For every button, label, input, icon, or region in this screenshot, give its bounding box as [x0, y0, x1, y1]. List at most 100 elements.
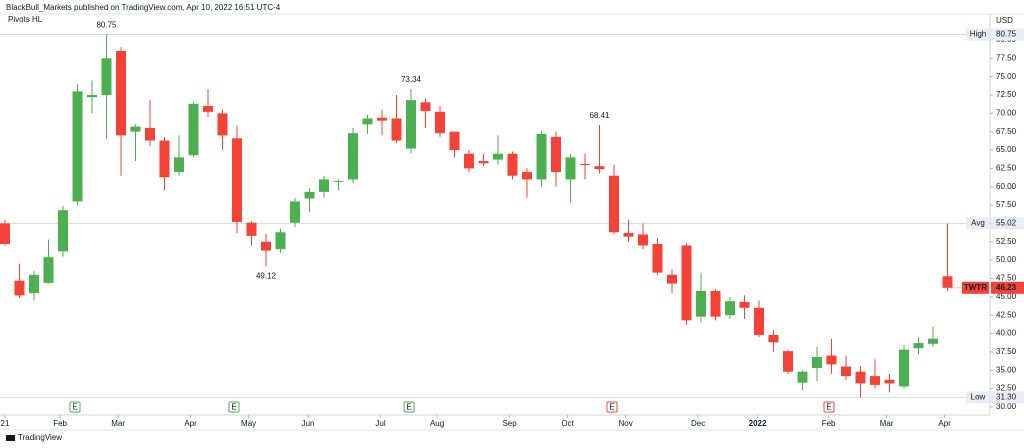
y-tick-label: 75.00: [996, 72, 1017, 81]
x-tick-label: Mar: [111, 419, 125, 428]
x-tick-label: 21: [1, 419, 10, 428]
candle-body: [406, 100, 416, 149]
level-value: 31.30: [996, 392, 1017, 401]
candle-body: [638, 234, 648, 246]
earnings-label: E: [231, 403, 236, 412]
earnings-label: E: [826, 403, 831, 412]
candle-body: [667, 274, 677, 284]
candle-body: [565, 157, 576, 180]
pivot-label: 68.41: [589, 111, 610, 120]
y-tick-label: 42.50: [996, 310, 1017, 319]
level-value: 80.75: [996, 30, 1017, 39]
candle-body: [826, 355, 837, 365]
level-name-box: [966, 217, 989, 230]
x-tick-label: Aug: [430, 419, 444, 428]
y-tick-label: 57.50: [996, 200, 1017, 209]
earnings-marker: [823, 401, 835, 413]
x-tick-label: Jun: [302, 419, 315, 428]
earnings-label: E: [609, 403, 614, 412]
candle-body: [116, 50, 126, 136]
candle-body: [391, 118, 402, 141]
x-tick-label: May: [241, 419, 256, 428]
symbol-label: TWTR: [964, 283, 987, 292]
candle-body: [522, 172, 532, 180]
candle-body: [464, 153, 474, 169]
earnings-marker: [69, 401, 81, 413]
pivot-label: 73.34: [401, 75, 422, 84]
candle-body: [232, 138, 242, 222]
brand-logo: [6, 435, 15, 441]
candle-body: [275, 232, 286, 250]
x-tick-label: Oct: [561, 419, 574, 428]
candle-body: [217, 113, 228, 136]
pivot-label: 80.75: [96, 21, 117, 30]
candle-body: [333, 180, 344, 182]
candle-body: [551, 136, 561, 173]
level-value-box: [991, 28, 1024, 41]
earnings-label: E: [72, 403, 77, 412]
y-tick-label: 62.50: [996, 164, 1017, 173]
candle-body: [72, 91, 83, 202]
candle-body: [174, 157, 184, 173]
last-price-label: 46.23: [996, 283, 1017, 292]
earnings-label: E: [406, 403, 411, 412]
candle-body: [58, 210, 68, 252]
brand: TradingView: [18, 433, 62, 442]
candle-body: [783, 351, 793, 372]
y-tick-label: 65.00: [996, 145, 1017, 154]
y-tick-label: 37.50: [996, 347, 1017, 356]
candle-body: [87, 95, 97, 98]
candle-body: [14, 280, 25, 296]
candle-body: [188, 103, 199, 156]
symbol-box: [962, 281, 989, 294]
y-tick-label: 35.00: [996, 365, 1017, 374]
candle-body: [261, 241, 271, 251]
candle-body: [377, 117, 387, 121]
candle-body: [203, 106, 213, 112]
x-tick-label: Jul: [375, 419, 385, 428]
candle-body: [942, 276, 953, 288]
candle-body: [130, 126, 141, 132]
candle-body: [652, 243, 663, 273]
y-tick-label: 72.50: [996, 90, 1017, 99]
candle-body: [449, 131, 460, 151]
candle-body: [29, 274, 39, 294]
currency: USD: [996, 16, 1013, 25]
level-name: Avg: [971, 218, 985, 227]
candle-body: [348, 133, 358, 180]
x-tick-label: Dec: [691, 419, 705, 428]
candle-body: [246, 222, 257, 236]
candle-body: [507, 153, 518, 176]
candle-body: [159, 140, 170, 178]
candle-body: [145, 128, 155, 141]
candle-body: [493, 153, 503, 160]
level-value-box: [991, 217, 1024, 230]
candle-body: [536, 133, 547, 180]
candle-body: [290, 201, 300, 223]
x-tick-label: Apr: [184, 419, 197, 428]
y-tick-label: 30.00: [996, 402, 1017, 411]
candle-body: [884, 379, 895, 384]
x-tick-label: Apr: [938, 419, 951, 428]
candle-body: [101, 58, 112, 95]
x-tick-label: 2022: [749, 419, 767, 428]
candle-body: [362, 118, 373, 125]
candle-body: [710, 290, 721, 317]
x-tick-label: Mar: [880, 419, 894, 428]
candle-body: [696, 290, 706, 317]
y-tick-label: 47.50: [996, 274, 1017, 283]
y-tick-label: 67.50: [996, 127, 1017, 136]
candle-body: [870, 376, 880, 385]
earnings-marker: [228, 401, 240, 413]
level-value: 55.02: [996, 218, 1017, 227]
candle-body: [420, 102, 431, 112]
candle-body: [319, 179, 329, 192]
candle-body: [913, 343, 924, 349]
candle-body: [609, 175, 619, 233]
level-name-box: [966, 391, 989, 404]
earnings-marker: [606, 401, 618, 413]
candle-body: [594, 166, 605, 170]
candle-body: [754, 307, 764, 335]
candle-body: [478, 161, 489, 164]
